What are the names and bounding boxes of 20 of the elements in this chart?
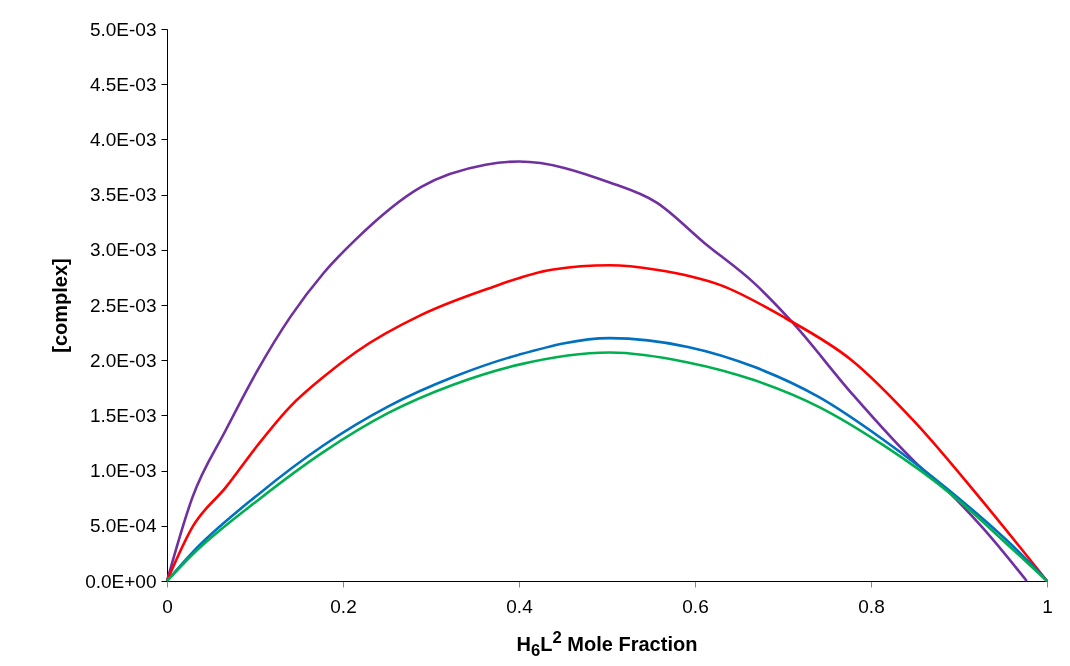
x-axis-title: H$_{6}$L$^{2}$ Mole Fraction [515, 628, 699, 661]
y-tick-label: 2.5E-03 [89, 294, 157, 316]
y-tick-label: 3.5E-03 [89, 184, 157, 206]
x-tick-label: 0.6 [682, 595, 709, 617]
y-tick-label: 2.0E-03 [89, 349, 157, 371]
y-tick-label: 0.0E+00 [85, 570, 157, 592]
x-tick-label: 0 [162, 595, 173, 617]
x-tick-label: 0.4 [506, 595, 534, 617]
x-tick-label: 0.2 [330, 595, 357, 617]
x-tick-label: 1 [1042, 595, 1053, 617]
y-axis-title: [complex] [49, 258, 72, 353]
y-tick-label: 5.0E-03 [89, 18, 157, 40]
y-tick-label: 4.0E-03 [89, 128, 157, 150]
line-series [165, 160, 1029, 583]
y-tick-label: 1.0E-03 [89, 460, 157, 482]
y-tick-label: 3.0E-03 [89, 239, 157, 261]
x-tick-label: 0.8 [858, 595, 885, 617]
y-tick-label: 5.0E-04 [89, 515, 157, 537]
y-tick-label: 1.5E-03 [89, 404, 157, 426]
y-tick-label: 4.5E-03 [89, 73, 157, 95]
